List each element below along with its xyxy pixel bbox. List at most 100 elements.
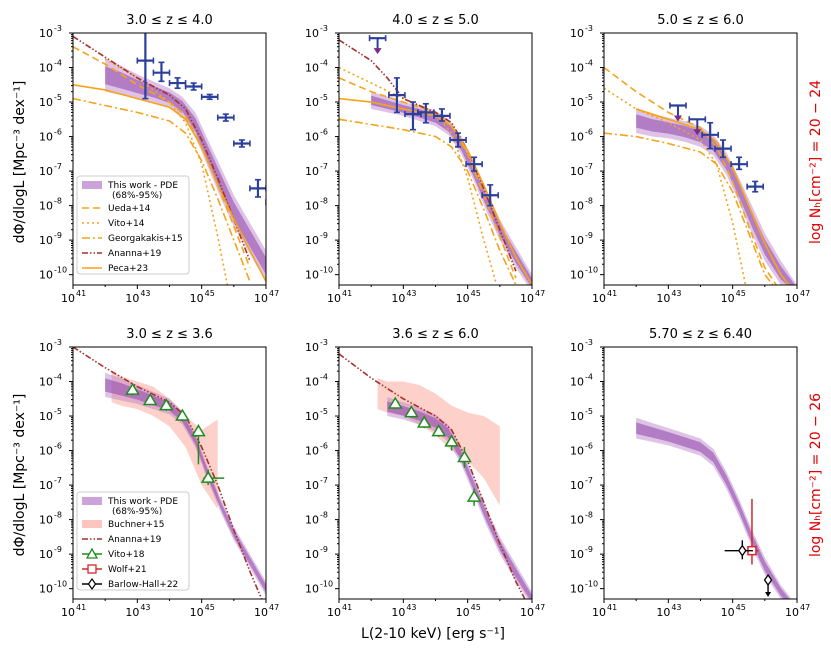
- x-tick-label: 10: [592, 606, 606, 619]
- y-tick-exponent: -10: [320, 266, 333, 275]
- y-tick-label: 10: [39, 583, 53, 596]
- y-tick-label: 10: [570, 583, 584, 596]
- x-tick-label: 10: [327, 606, 341, 619]
- x-tick-label: 10: [656, 292, 670, 305]
- vito18-point: [387, 396, 403, 410]
- triangle-marker: [191, 424, 206, 437]
- y-tick-exponent: -8: [585, 511, 593, 520]
- y-tick-label: 10: [305, 96, 319, 109]
- y-tick-exponent: -10: [54, 266, 67, 275]
- x-tick-exponent: 43: [406, 289, 416, 298]
- curve-georgakakis-15: [73, 97, 251, 282]
- data-point: [669, 102, 687, 122]
- x-tick-label: 10: [520, 606, 534, 619]
- y-tick-exponent: -3: [320, 24, 328, 33]
- vito18-point: [444, 434, 459, 451]
- panel-2: 4.0 ≤ z ≤ 5.010-310-410-510-610-710 -810-…: [305, 13, 545, 305]
- curve-ananna-19: [73, 35, 251, 262]
- pde-band-95: [636, 417, 792, 599]
- curve-ueda-14: [339, 77, 517, 279]
- triangle-marker: [457, 450, 472, 463]
- curve-peca-23: [339, 97, 532, 285]
- x-tick-label: 10: [190, 606, 204, 619]
- legend-label: Barlow-Hall+22: [108, 580, 178, 590]
- triangle-marker: [431, 424, 447, 437]
- y-tick-label: 10: [570, 410, 584, 423]
- plot-area: [73, 33, 266, 285]
- y-tick-label: 10: [39, 131, 53, 144]
- data-point: [184, 82, 203, 91]
- y-tick-label: 10: [39, 341, 53, 354]
- y-axis-label-top: dΦ/dlogL [Mpc⁻³ dex⁻¹]: [12, 81, 28, 244]
- y-tick-label: 10: [305, 479, 319, 492]
- vito18-point: [431, 424, 447, 437]
- y-tick-exponent: -7: [585, 162, 593, 171]
- x-tick-label: 10: [190, 292, 204, 305]
- legend-entry: This work - PDE(68%-95%): [82, 497, 178, 517]
- x-tick-exponent: 41: [76, 603, 86, 612]
- x-tick-label: 10: [785, 606, 799, 619]
- x-tick-exponent: 47: [269, 603, 279, 612]
- y-tick-label: 10: [39, 200, 53, 213]
- x-tick-label: 10: [61, 292, 75, 305]
- y-tick-label: 10: [305, 269, 319, 282]
- y-tick-label: 10: [39, 27, 53, 40]
- legend-label: Ananna+19: [108, 535, 162, 545]
- axes-frame: [338, 346, 533, 600]
- y-tick-exponent: -9: [54, 231, 62, 240]
- y-tick-exponent: -3: [54, 24, 62, 33]
- y-tick-exponent: -3: [320, 338, 328, 347]
- data-point: [730, 156, 748, 171]
- y-tick-label: 10: [39, 479, 53, 492]
- x-tick-exponent: 41: [342, 289, 352, 298]
- plot-area: [73, 347, 266, 599]
- legend-label: Georgakakis+15: [108, 234, 183, 244]
- legend-label: Peca+23: [108, 264, 148, 274]
- barlow-hall22-point: [724, 540, 753, 560]
- y-tick-exponent: -7: [54, 476, 62, 485]
- legend-entry: Ananna+19: [82, 249, 162, 259]
- y-tick-label: 10: [39, 62, 53, 75]
- y-tick-label: 10: [39, 234, 53, 247]
- x-tick-exponent: 45: [736, 603, 746, 612]
- y-tick-exponent: -9: [585, 545, 593, 554]
- y-tick-label: 10: [305, 165, 319, 178]
- x-tick-exponent: 41: [342, 603, 352, 612]
- y-tick-label: 10: [305, 131, 319, 144]
- legend-box: [76, 175, 190, 275]
- y-tick-label: 10: [570, 269, 584, 282]
- data-point: [481, 184, 500, 207]
- y-tick-label: 10: [39, 410, 53, 423]
- legend-entry: Buchner+15: [82, 520, 164, 530]
- y-tick-label: 10: [39, 96, 53, 109]
- y-tick-label: 10: [305, 445, 319, 458]
- y-tick-exponent: -6: [54, 442, 62, 451]
- x-tick-exponent: 41: [76, 289, 86, 298]
- y-tick-label: 10: [39, 165, 53, 178]
- x-tick-label: 10: [327, 292, 341, 305]
- x-tick-exponent: 45: [205, 603, 215, 612]
- curve-ananna-19: [339, 39, 517, 272]
- x-tick-exponent: 41: [607, 603, 617, 612]
- triangle-marker: [158, 398, 174, 411]
- pde-band-95: [636, 108, 797, 285]
- y-tick-exponent: -6: [585, 128, 593, 137]
- pde-band-68: [105, 378, 266, 593]
- y-tick-exponent: -3: [585, 338, 593, 347]
- y-tick-label: 10: [570, 445, 584, 458]
- curve-ueda-14: [604, 66, 778, 285]
- curve-vito-14: [339, 66, 498, 285]
- y-tick-label: 10: [39, 514, 53, 527]
- x-tick-exponent: 43: [671, 603, 681, 612]
- triangle-marker: [125, 382, 140, 395]
- x-tick-exponent: 47: [535, 289, 545, 298]
- buchner-band: [377, 378, 500, 506]
- x-tick-label: 10: [61, 606, 75, 619]
- vito18-point: [466, 488, 482, 506]
- y-tick-label: 10: [570, 131, 584, 144]
- vito18-point: [200, 469, 225, 486]
- y-tick-label: 10: [570, 376, 584, 389]
- data-point: [714, 139, 732, 159]
- data-point: [417, 102, 435, 124]
